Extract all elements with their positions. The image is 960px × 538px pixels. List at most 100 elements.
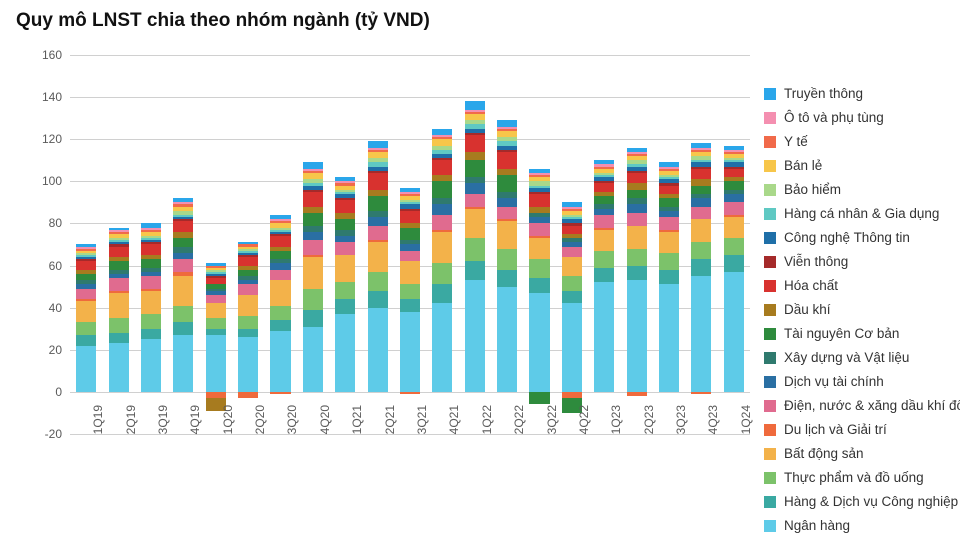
bar-segment <box>368 190 388 196</box>
legend-item: Tài nguyên Cơ bản <box>764 322 960 346</box>
xtick-label: 1Q20 <box>221 405 235 465</box>
bar-segment <box>173 232 193 238</box>
bar-segment <box>206 263 226 265</box>
bar-segment <box>141 268 161 272</box>
xtick-label: 4Q22 <box>577 405 591 465</box>
legend-label: Ngân hàng <box>784 514 850 538</box>
bar-segment <box>465 124 485 128</box>
legend-item: Hóa chất <box>764 274 960 298</box>
bar-segment <box>238 337 258 392</box>
bar-segment <box>335 194 355 198</box>
bar-segment <box>465 209 485 238</box>
bar-segment <box>76 322 96 335</box>
legend-swatch <box>764 400 776 412</box>
bar-segment <box>465 114 485 120</box>
bar-segment <box>529 278 549 293</box>
bar-segment <box>724 190 744 194</box>
bar-segment <box>206 295 226 303</box>
legend: Truyền thôngÔ tô và phụ tùngY tếBán lẻBả… <box>764 82 960 538</box>
bar-segment <box>368 167 388 171</box>
bar-segment <box>594 167 614 169</box>
bar-segment <box>659 270 679 285</box>
bar-column <box>238 55 258 455</box>
bar-segment <box>368 152 388 158</box>
xtick-label: 3Q21 <box>415 405 429 465</box>
bar-segment <box>303 179 323 183</box>
bar-segment <box>173 211 193 215</box>
legend-swatch <box>764 328 776 340</box>
bar-segment <box>335 255 355 282</box>
bar-segment <box>173 198 193 202</box>
bar-segment <box>76 274 96 280</box>
bar-segment <box>109 318 129 333</box>
bar-segment <box>627 152 647 154</box>
bar-segment <box>627 183 647 189</box>
bar-segment <box>270 263 290 269</box>
bar-segment <box>691 186 711 194</box>
legend-item: Viễn thông <box>764 250 960 274</box>
bar-column <box>206 55 226 455</box>
bar-segment <box>173 276 193 305</box>
bar-column <box>303 55 323 455</box>
bar-column <box>724 55 744 455</box>
bar-segment <box>529 188 549 192</box>
bar-column <box>465 55 485 455</box>
bar-segment <box>368 158 388 162</box>
bar-segment <box>238 316 258 329</box>
bar-segment <box>562 234 582 238</box>
bar-segment <box>594 228 614 230</box>
bar-segment <box>109 291 129 293</box>
bar-segment <box>400 194 420 196</box>
bar-column <box>691 55 711 455</box>
bar-segment <box>465 152 485 160</box>
bar-column <box>109 55 129 455</box>
bar-segment <box>368 162 388 166</box>
bar-segment <box>465 160 485 177</box>
xtick-label: 3Q22 <box>545 405 559 465</box>
bar-segment <box>627 154 647 156</box>
bar-segment <box>109 234 129 238</box>
bar-segment <box>627 392 647 396</box>
bar-column <box>432 55 452 455</box>
bar-segment <box>109 333 129 344</box>
bar-segment <box>109 293 129 318</box>
bar-segment <box>400 392 420 394</box>
bar-segment <box>529 217 549 223</box>
bar-segment <box>206 318 226 329</box>
bar-segment <box>206 266 226 268</box>
bar-segment <box>432 154 452 158</box>
bar-segment <box>173 272 193 276</box>
bar-segment <box>238 242 258 244</box>
bar-segment <box>432 160 452 175</box>
legend-swatch <box>764 304 776 316</box>
bar-segment <box>627 156 647 160</box>
bar-segment <box>141 291 161 314</box>
bar-segment <box>432 135 452 137</box>
bar-segment <box>238 251 258 253</box>
bar-segment <box>173 202 193 204</box>
bar-column <box>368 55 388 455</box>
bar-segment <box>497 270 517 287</box>
bar-segment <box>691 148 711 150</box>
bar-segment <box>335 190 355 192</box>
bar-segment <box>141 232 161 236</box>
bar-segment <box>141 259 161 267</box>
bar-segment <box>497 207 517 220</box>
bar-segment <box>594 230 614 251</box>
legend-label: Viễn thông <box>784 250 848 274</box>
bar-segment <box>270 234 290 236</box>
bar-segment <box>238 295 258 316</box>
legend-swatch <box>764 280 776 292</box>
bar-segment <box>432 137 452 139</box>
legend-item: Hàng cá nhân & Gia dụng <box>764 202 960 226</box>
plot-area: -200204060801001201401601Q192Q193Q194Q19… <box>70 55 750 455</box>
bar-segment <box>270 280 290 305</box>
legend-label: Dầu khí <box>784 298 831 322</box>
ytick-label: 100 <box>42 174 70 188</box>
bar-segment <box>303 169 323 171</box>
bar-segment <box>76 280 96 284</box>
bar-segment <box>529 194 549 207</box>
bar-segment <box>691 207 711 220</box>
bar-segment <box>627 164 647 166</box>
bar-column <box>529 55 549 455</box>
